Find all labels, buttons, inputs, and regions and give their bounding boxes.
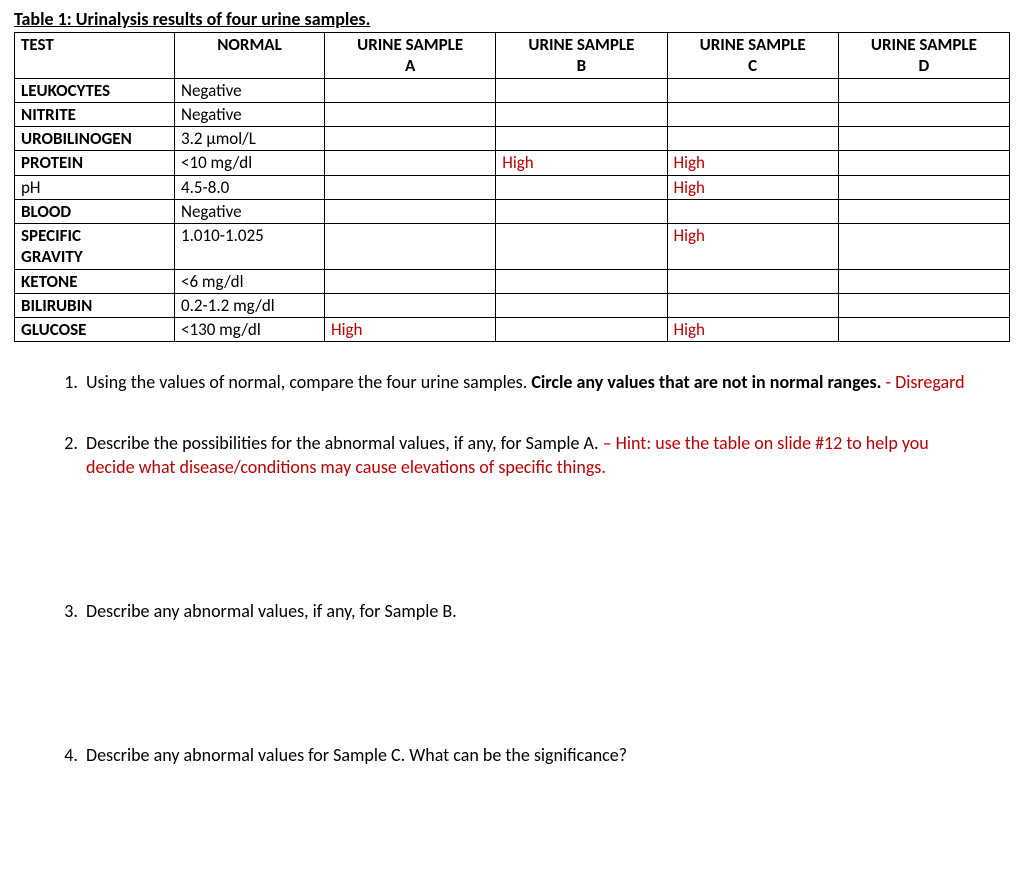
- sample-b-cell: [496, 78, 667, 102]
- sample-b-cell: High: [496, 151, 667, 175]
- test-name-cell: GLUCOSE: [15, 318, 175, 342]
- table-row: UROBILINOGEN3.2 μmol/L: [15, 127, 1010, 151]
- test-name-cell: PROTEIN: [15, 151, 175, 175]
- q3-text: Describe any abnormal values, if any, fo…: [86, 600, 457, 622]
- sample-d-cell: [838, 175, 1009, 199]
- sample-c-cell: [667, 127, 838, 151]
- normal-value-cell: 1.010-1.025: [175, 224, 325, 270]
- urinalysis-table: TEST NORMAL URINE SAMPLEA URINE SAMPLEB …: [14, 32, 1010, 342]
- sample-a-cell: [325, 175, 496, 199]
- normal-value-cell: Negative: [175, 102, 325, 126]
- sample-d-cell: [838, 224, 1009, 270]
- sample-b-cell: [496, 293, 667, 317]
- sample-a-cell: [325, 269, 496, 293]
- normal-value-cell: 0.2-1.2 mg/dl: [175, 293, 325, 317]
- sample-d-cell: [838, 102, 1009, 126]
- test-name-cell: BILIRUBIN: [15, 293, 175, 317]
- sample-c-cell: [667, 102, 838, 126]
- normal-value-cell: 4.5-8.0: [175, 175, 325, 199]
- sample-b-cell: [496, 269, 667, 293]
- normal-value-cell: <6 mg/dl: [175, 269, 325, 293]
- sample-d-cell: [838, 78, 1009, 102]
- sample-c-cell: High: [667, 318, 838, 342]
- table-row: pH4.5-8.0 High: [15, 175, 1010, 199]
- question-1: Using the values of normal, compare the …: [82, 370, 968, 394]
- col-head-a: URINE SAMPLEA: [325, 33, 496, 79]
- sample-c-cell: [667, 199, 838, 223]
- sample-b-cell: [496, 102, 667, 126]
- col-head-d: URINE SAMPLED: [838, 33, 1009, 79]
- sample-a-cell: [325, 151, 496, 175]
- col-head-test: TEST: [15, 33, 175, 79]
- sample-a-cell: [325, 224, 496, 270]
- table-row: PROTEIN<10 mg/dl HighHigh: [15, 151, 1010, 175]
- table-row: NITRITENegative: [15, 102, 1010, 126]
- q1-text: Using the values of normal, compare the …: [86, 371, 531, 393]
- sample-a-cell: [325, 102, 496, 126]
- question-3: Describe any abnormal values, if any, fo…: [82, 599, 968, 623]
- sample-a-cell: [325, 127, 496, 151]
- q1-bold: Circle any values that are not in normal…: [531, 371, 881, 393]
- sample-c-cell: [667, 293, 838, 317]
- table-row: LEUKOCYTESNegative: [15, 78, 1010, 102]
- normal-value-cell: <10 mg/dl: [175, 151, 325, 175]
- table-row: BLOODNegative: [15, 199, 1010, 223]
- col-head-b: URINE SAMPLEB: [496, 33, 667, 79]
- sample-b-cell: [496, 175, 667, 199]
- table-row: BILIRUBIN0.2-1.2 mg/dl: [15, 293, 1010, 317]
- test-name-cell: UROBILINOGEN: [15, 127, 175, 151]
- sample-c-cell: High: [667, 151, 838, 175]
- q4-text: Describe any abnormal values for Sample …: [86, 744, 627, 766]
- question-2: Describe the possibilities for the abnor…: [82, 431, 968, 480]
- sample-a-cell: [325, 293, 496, 317]
- table-row: KETONE<6 mg/dl: [15, 269, 1010, 293]
- test-name-cell: SPECIFICGRAVITY: [15, 224, 175, 270]
- test-name-cell: BLOOD: [15, 199, 175, 223]
- sample-d-cell: [838, 293, 1009, 317]
- question-4: Describe any abnormal values for Sample …: [82, 743, 968, 767]
- sample-b-cell: [496, 224, 667, 270]
- sample-c-cell: [667, 269, 838, 293]
- sample-b-cell: [496, 199, 667, 223]
- normal-value-cell: Negative: [175, 78, 325, 102]
- col-head-c: URINE SAMPLEC: [667, 33, 838, 79]
- test-name-cell: LEUKOCYTES: [15, 78, 175, 102]
- sample-c-cell: High: [667, 224, 838, 270]
- table-row: SPECIFICGRAVITY1.010-1.025 High: [15, 224, 1010, 270]
- sample-d-cell: [838, 151, 1009, 175]
- sample-a-cell: [325, 78, 496, 102]
- table-row: GLUCOSE<130 mg/dlHighHigh: [15, 318, 1010, 342]
- normal-value-cell: Negative: [175, 199, 325, 223]
- table-header-row: TEST NORMAL URINE SAMPLEA URINE SAMPLEB …: [15, 33, 1010, 79]
- sample-a-cell: High: [325, 318, 496, 342]
- col-head-normal: NORMAL: [175, 33, 325, 79]
- sample-a-cell: [325, 199, 496, 223]
- normal-value-cell: <130 mg/dl: [175, 318, 325, 342]
- sample-c-cell: [667, 78, 838, 102]
- sample-b-cell: [496, 127, 667, 151]
- sample-d-cell: [838, 318, 1009, 342]
- sample-b-cell: [496, 318, 667, 342]
- sample-d-cell: [838, 199, 1009, 223]
- sample-c-cell: High: [667, 175, 838, 199]
- test-name-cell: KETONE: [15, 269, 175, 293]
- test-name-cell: NITRITE: [15, 102, 175, 126]
- question-list: Using the values of normal, compare the …: [14, 370, 1010, 767]
- normal-value-cell: 3.2 μmol/L: [175, 127, 325, 151]
- test-name-cell: pH: [15, 175, 175, 199]
- table-caption: Table 1: Urinalysis results of four urin…: [14, 8, 1010, 30]
- sample-d-cell: [838, 127, 1009, 151]
- sample-d-cell: [838, 269, 1009, 293]
- q1-note: - Disregard: [881, 371, 964, 393]
- q2-text: Describe the possibilities for the abnor…: [86, 432, 603, 454]
